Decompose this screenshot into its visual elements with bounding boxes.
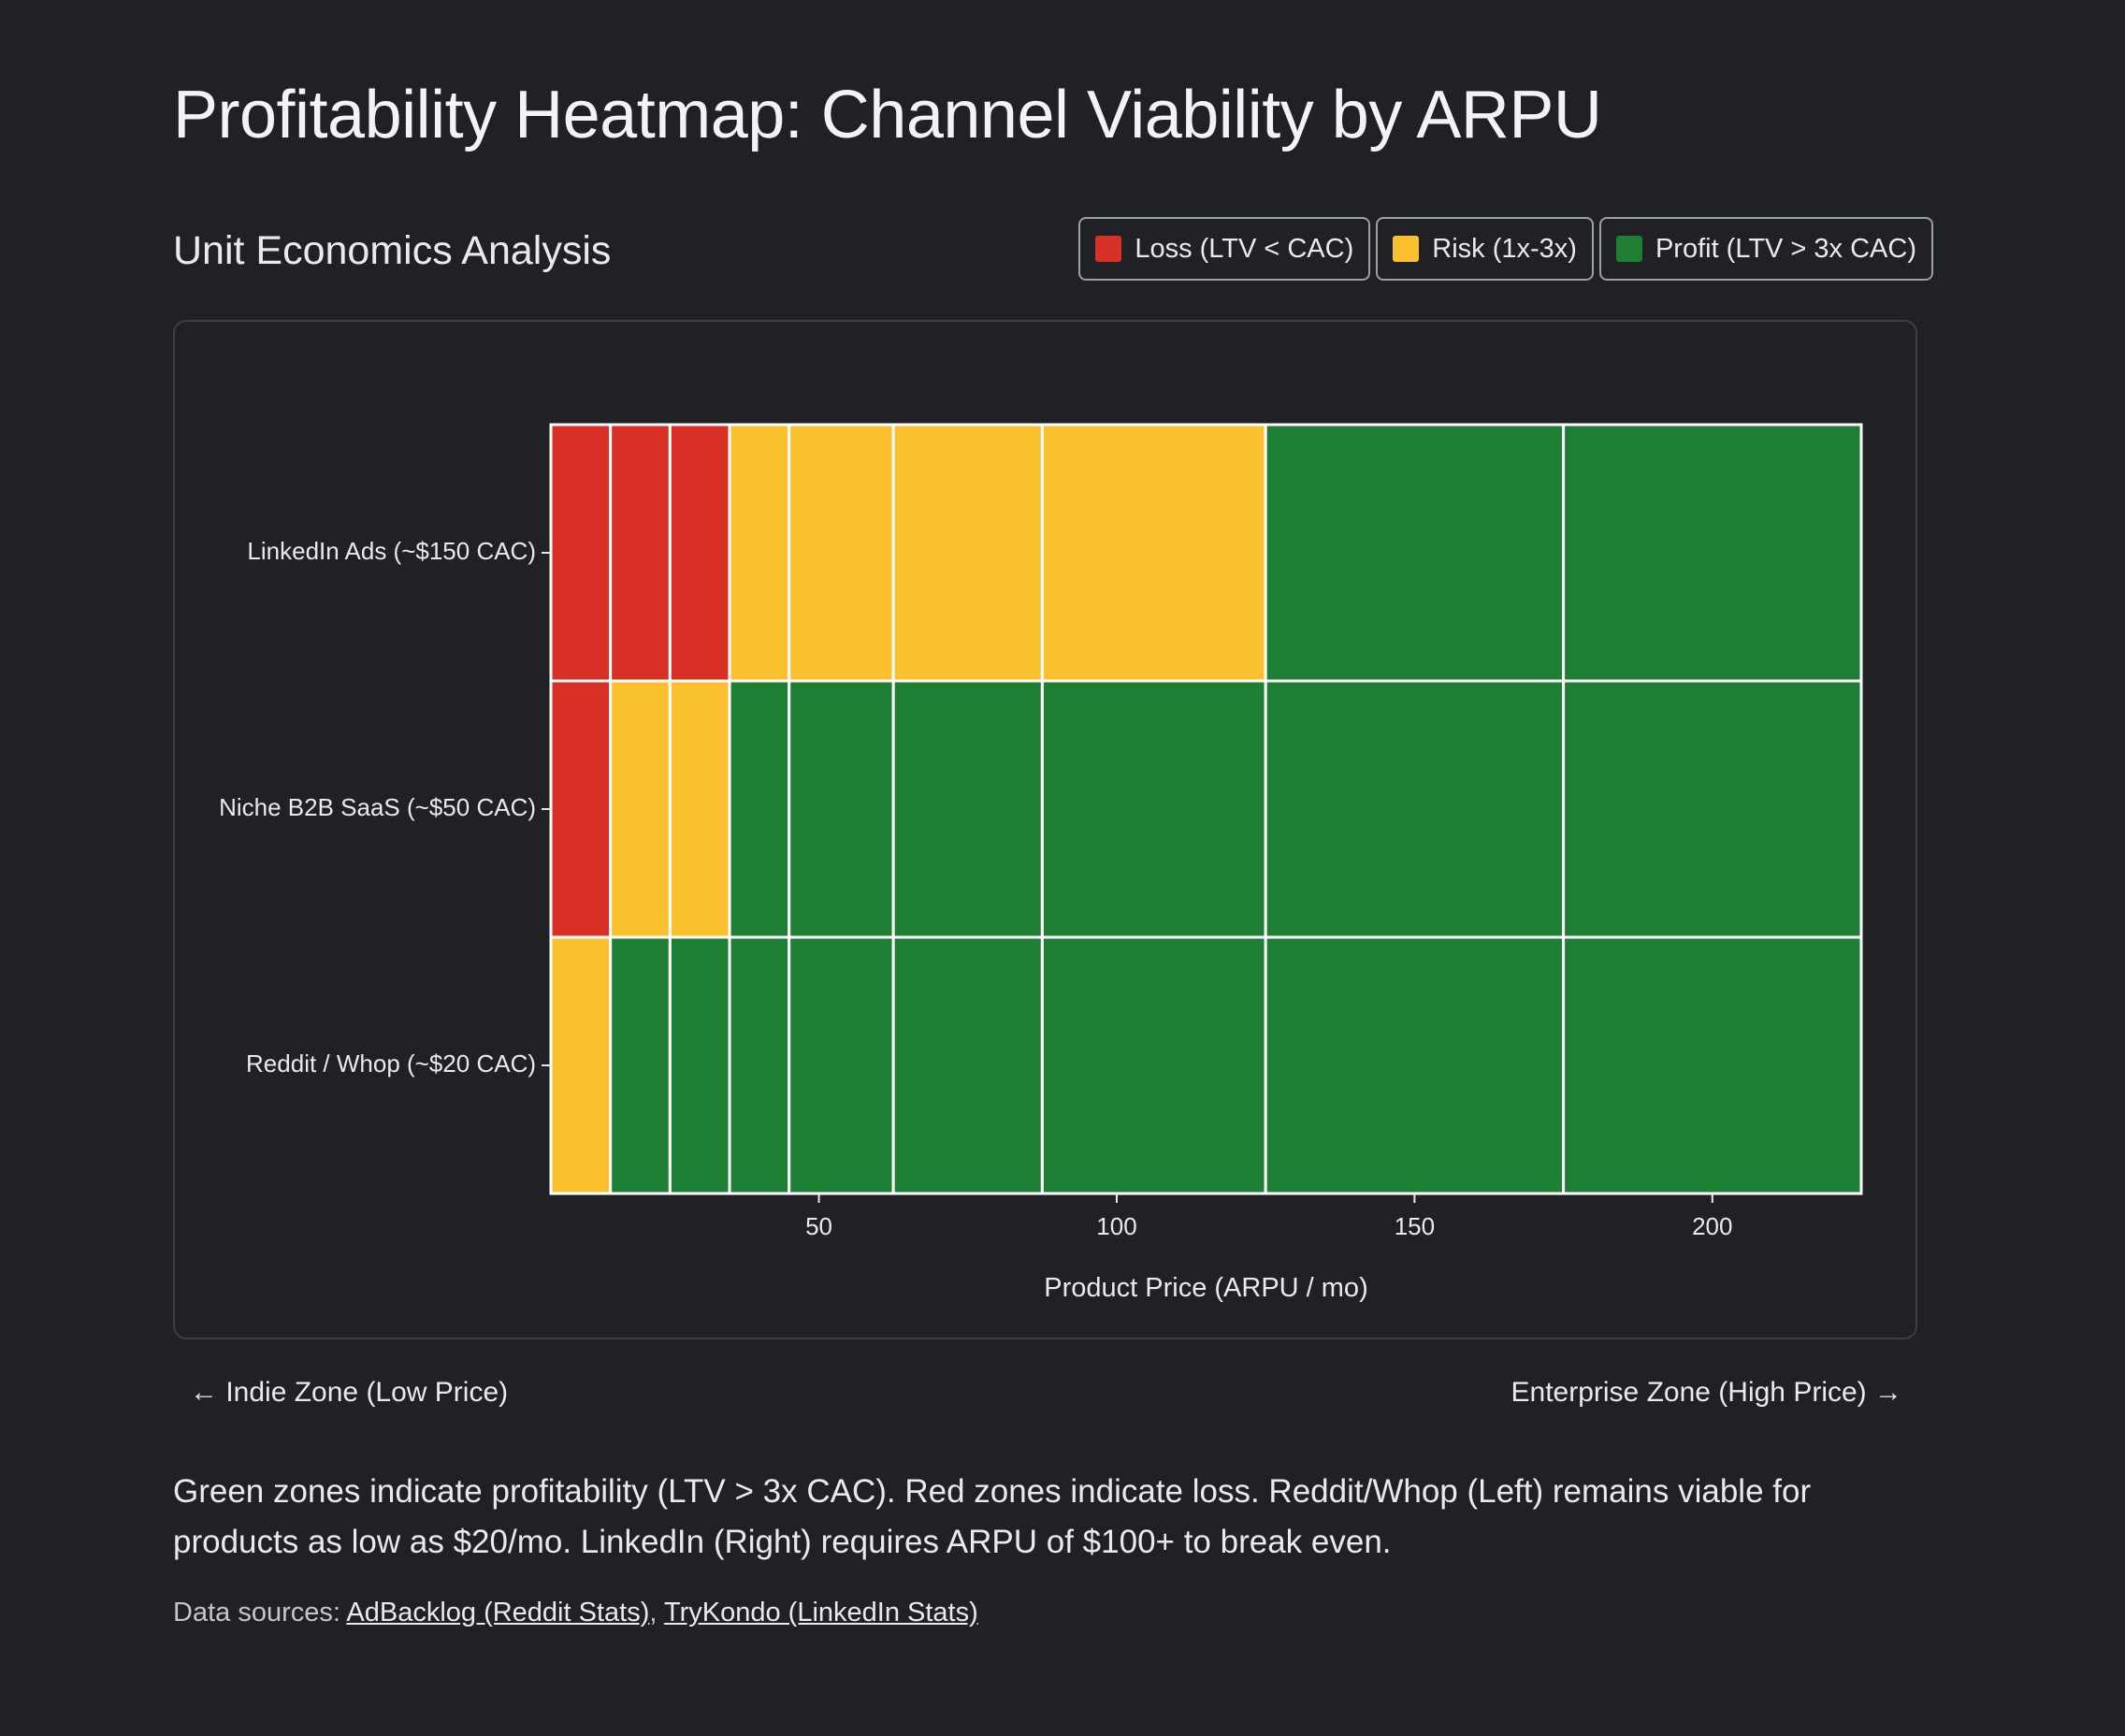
legend-item-loss[interactable]: Loss (LTV < CAC) (1078, 217, 1371, 281)
heatmap-cell (728, 935, 791, 1195)
source-link-trykondo[interactable]: TryKondo (LinkedIn Stats) (663, 1598, 978, 1628)
heatmap-cell (609, 679, 672, 939)
page-title: Profitability Heatmap: Channel Viability… (173, 78, 1602, 152)
legend-item-risk[interactable]: Risk (1x-3x) (1376, 217, 1594, 281)
x-axis-label: Product Price (ARPU / mo) (1044, 1273, 1367, 1303)
y-tick-label: Reddit / Whop (~$20 CAC) (246, 1049, 536, 1078)
heatmap-cell (1562, 679, 1863, 939)
heatmap-cell (1040, 679, 1267, 939)
x-tick-label: 50 (805, 1212, 832, 1240)
heatmap-cell (668, 423, 731, 683)
heatmap-cell (549, 679, 613, 939)
heatmap-cell (1040, 935, 1267, 1195)
enterprise-zone-label: Enterprise Zone (High Price) → (1511, 1377, 1902, 1408)
legend-swatch-risk (1393, 236, 1420, 262)
heatmap-cell (1264, 935, 1566, 1195)
heatmap-cell (788, 935, 895, 1195)
heatmap-cell (549, 935, 613, 1195)
legend-label-loss: Loss (LTV < CAC) (1135, 233, 1354, 264)
heatmap-cell (788, 679, 895, 939)
x-tick-label: 150 (1395, 1212, 1435, 1240)
legend-swatch-loss (1095, 236, 1122, 262)
data-sources: Data sources: AdBacklog (Reddit Stats), … (173, 1598, 978, 1628)
heatmap-cell (891, 935, 1044, 1195)
sources-prefix: Data sources: (173, 1598, 347, 1628)
chart-panel: LinkedIn Ads (~$150 CAC) Niche B2B SaaS (… (173, 320, 1917, 1339)
y-tick-label: Niche B2B SaaS (~$50 CAC) (219, 793, 536, 821)
heatmap-cell (668, 935, 731, 1195)
legend-swatch-profit (1615, 236, 1642, 262)
sources-separator: , (649, 1598, 664, 1628)
x-tick-label: 100 (1096, 1212, 1136, 1240)
heatmap-cell (728, 679, 791, 939)
x-tick-label: 200 (1692, 1212, 1732, 1240)
heatmap-cell (891, 423, 1044, 683)
heatmap-cell (1264, 679, 1566, 939)
heatmap-cell (1040, 423, 1267, 683)
heatmap-cell (728, 423, 791, 683)
heatmap-cell (1562, 423, 1863, 683)
legend: Loss (LTV < CAC) Risk (1x-3x) Profit (LT… (1078, 217, 1933, 281)
heatmap-cell (891, 679, 1044, 939)
heatmap-cell (668, 679, 731, 939)
y-tick-label: LinkedIn Ads (~$150 CAC) (247, 537, 536, 565)
legend-label-risk: Risk (1x-3x) (1432, 233, 1577, 264)
heatmap-cell (609, 423, 672, 683)
chart-description: Green zones indicate profitability (LTV … (173, 1473, 1812, 1560)
legend-label-profit: Profit (LTV > 3x CAC) (1655, 233, 1916, 264)
heatmap-cell (609, 935, 672, 1195)
heatmap-chart: LinkedIn Ads (~$150 CAC) Niche B2B SaaS (… (219, 423, 1863, 1303)
indie-zone-label: ← Indie Zone (Low Price) (190, 1377, 509, 1408)
legend-item-profit[interactable]: Profit (LTV > 3x CAC) (1598, 217, 1933, 281)
source-link-adbacklog[interactable]: AdBacklog (Reddit Stats) (346, 1598, 650, 1628)
heatmap-cell (1562, 935, 1863, 1195)
heatmap-cell (1264, 423, 1566, 683)
heatmap-cell (788, 423, 895, 683)
chart-subtitle: Unit Economics Analysis (173, 228, 612, 273)
heatmap-cell (549, 423, 613, 683)
